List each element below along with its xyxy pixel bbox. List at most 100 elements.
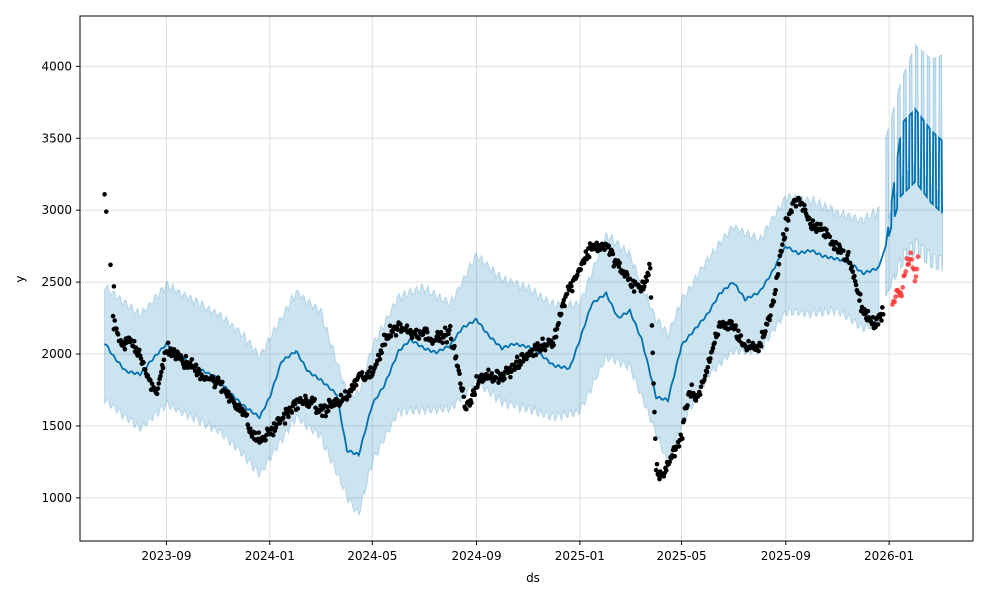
observed-point (388, 333, 394, 339)
observed-point (870, 314, 876, 320)
observed-point (551, 342, 556, 348)
observed-point (292, 401, 298, 407)
observed-point (303, 393, 308, 399)
observed-point (777, 253, 783, 259)
observed-point (807, 216, 812, 221)
observed-point (606, 243, 611, 249)
observed-point (453, 354, 459, 359)
observed-point (447, 327, 452, 333)
observed-point (404, 323, 410, 329)
observed-point (654, 461, 660, 467)
observed-point (137, 347, 142, 353)
observed-point (647, 265, 653, 271)
observed-point (256, 430, 262, 435)
observed-point (213, 382, 218, 388)
observed-point (142, 367, 148, 372)
test-point (892, 299, 897, 305)
observed-point (708, 356, 713, 361)
observed-point (610, 251, 616, 257)
observed-point (395, 327, 401, 332)
observed-point (387, 323, 393, 329)
observed-point (648, 295, 654, 300)
observed-point (444, 340, 450, 345)
observed-point (858, 291, 863, 297)
observed-point (379, 350, 384, 356)
observed-point (847, 260, 853, 266)
data-points (102, 192, 921, 482)
observed-point (773, 287, 778, 293)
observed-point (155, 386, 161, 391)
observed-point (746, 338, 751, 344)
observed-point (108, 262, 113, 268)
observed-point (247, 426, 253, 431)
y-axis-label: y (13, 275, 27, 282)
observed-point (474, 374, 479, 379)
observed-point (458, 381, 463, 387)
observed-point (289, 410, 295, 415)
observed-point (158, 373, 163, 379)
observed-point (440, 340, 445, 346)
observed-point (581, 260, 587, 266)
observed-point (122, 346, 128, 352)
observed-point (556, 320, 561, 326)
y-tick-label: 2500 (41, 275, 72, 289)
observed-point (472, 392, 478, 398)
observed-point (133, 345, 139, 350)
x-tick-label: 2025-09 (761, 549, 811, 563)
observed-point (631, 289, 637, 294)
observed-point (715, 332, 721, 338)
observed-point (627, 276, 633, 282)
observed-point (508, 374, 513, 380)
observed-point (771, 299, 777, 304)
observed-point (533, 352, 539, 358)
observed-point (189, 357, 195, 362)
observed-point (611, 264, 617, 269)
future-interval-band (885, 43, 943, 297)
observed-point (667, 459, 672, 465)
observed-point (425, 329, 430, 335)
test-point (914, 266, 920, 272)
observed-point (663, 468, 669, 473)
observed-point (875, 322, 881, 327)
x-tick-label: 2024-05 (347, 549, 397, 563)
observed-point (681, 417, 687, 423)
observed-point (678, 432, 683, 438)
observed-point (420, 331, 426, 337)
observed-point (489, 371, 495, 376)
observed-point (156, 381, 162, 386)
observed-point (554, 326, 560, 332)
observed-point (849, 264, 855, 269)
observed-point (148, 377, 153, 383)
observed-point (586, 254, 592, 260)
observed-point (502, 376, 507, 382)
observed-point (564, 291, 570, 297)
observed-point (814, 221, 820, 227)
observed-point (114, 326, 119, 331)
observed-point (698, 384, 704, 390)
observed-point (625, 272, 630, 277)
observed-point (263, 437, 268, 443)
observed-point (616, 264, 622, 269)
observed-point (850, 269, 855, 274)
observed-point (602, 247, 607, 253)
observed-point (649, 323, 655, 328)
observed-point (736, 328, 741, 334)
x-axis-ticks: 2023-09 2024-01 2024-05 2024-09 2025-01 2025-… (141, 541, 914, 563)
observed-point (245, 422, 251, 427)
test-point (903, 269, 909, 274)
observed-point (853, 282, 859, 288)
observed-point (553, 334, 559, 340)
observed-point (220, 379, 225, 385)
observed-point (282, 421, 288, 426)
x-tick-label: 2025-01 (555, 549, 605, 563)
observed-point (159, 369, 164, 375)
test-point (899, 293, 905, 299)
observed-point (141, 360, 146, 365)
observed-point (115, 332, 121, 337)
observed-point (738, 333, 744, 338)
observed-point (785, 218, 791, 223)
observed-point (879, 318, 884, 323)
test-point (893, 294, 898, 300)
observed-point (793, 204, 799, 209)
observed-point (733, 323, 739, 328)
